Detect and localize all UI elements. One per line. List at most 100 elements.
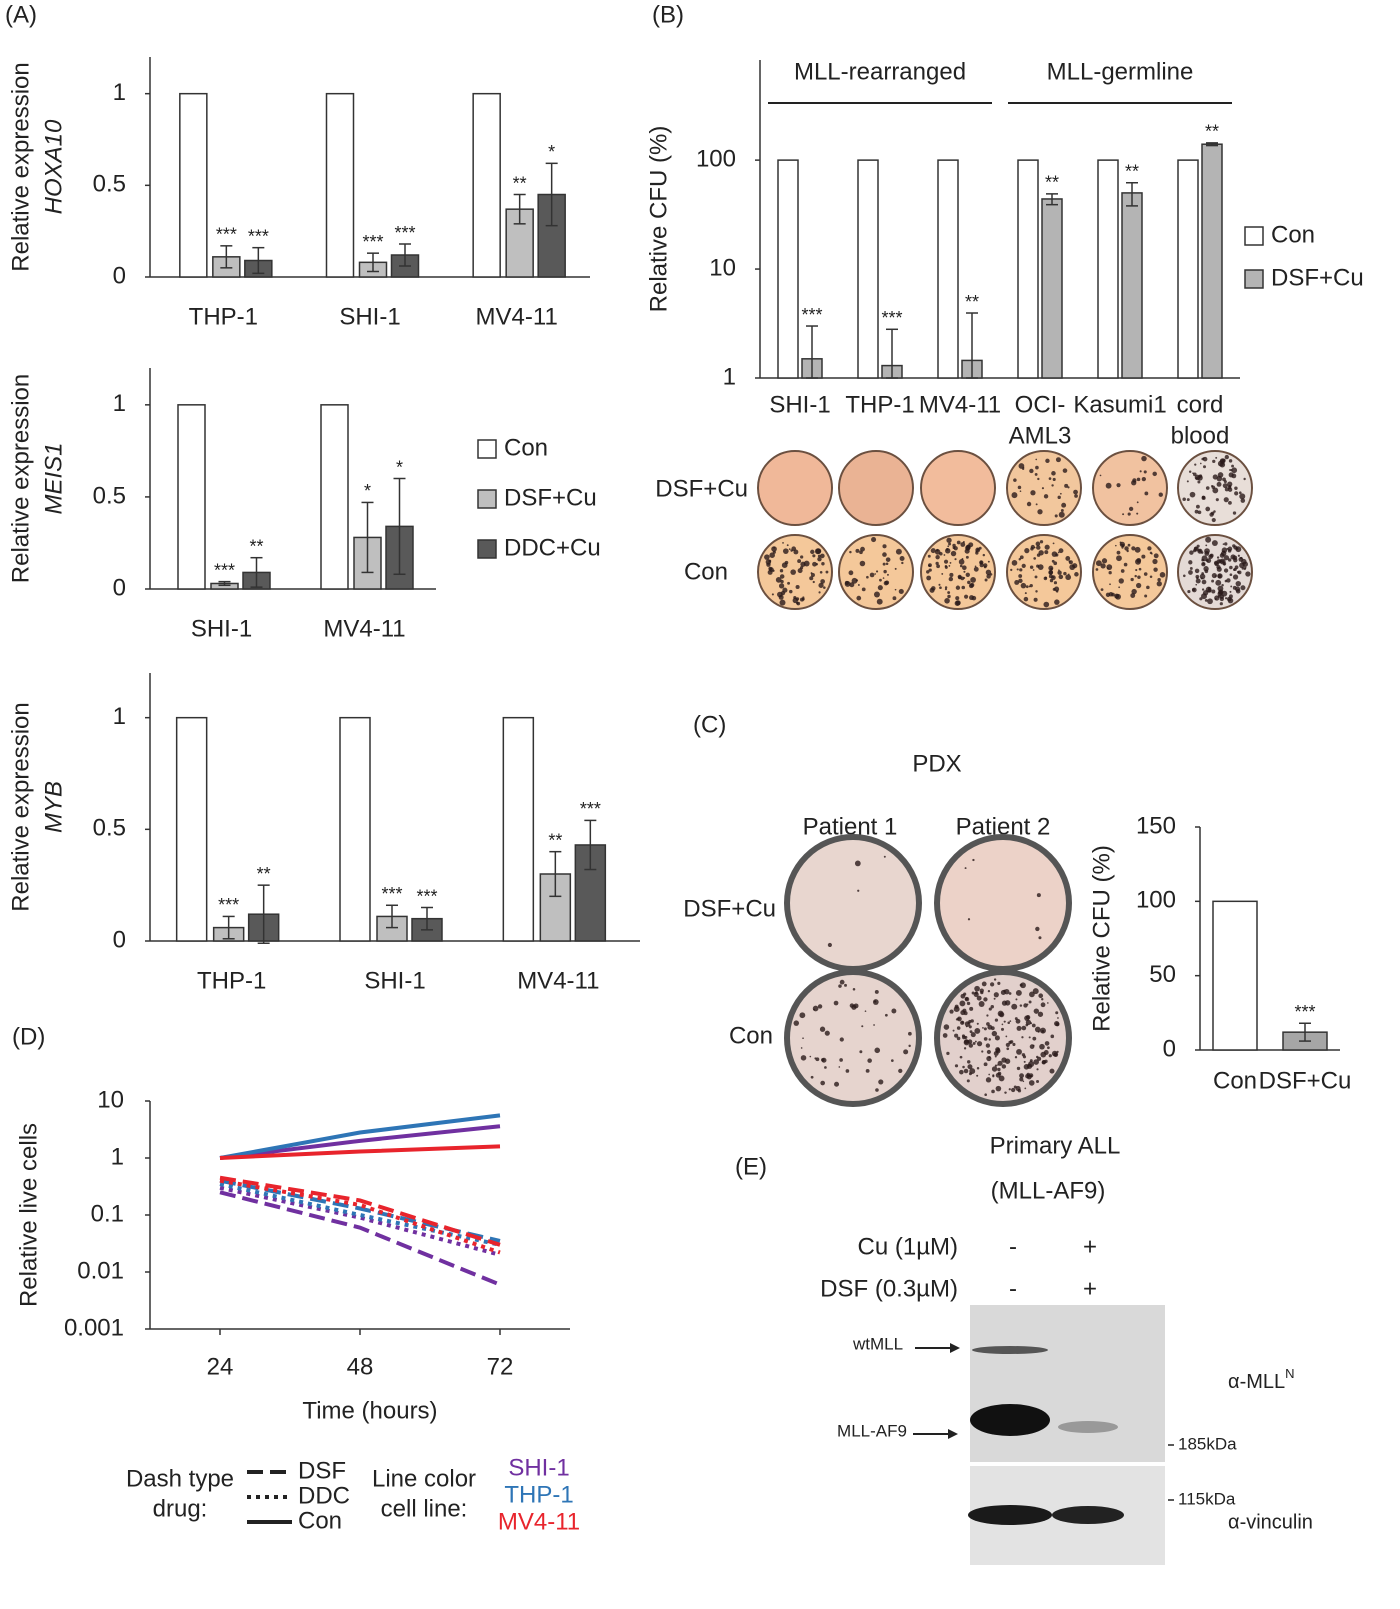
colony (901, 561, 904, 565)
significance: * (364, 481, 371, 501)
dish (784, 834, 922, 972)
colony (1221, 547, 1228, 553)
colony (967, 580, 971, 585)
colony (988, 1073, 991, 1076)
colony (1229, 590, 1232, 593)
colony (959, 1000, 966, 1007)
significance: ** (513, 173, 527, 193)
bar (472, 92, 501, 278)
colony (1013, 1085, 1017, 1089)
colony (959, 564, 963, 568)
colony (983, 1062, 988, 1067)
significance: *** (801, 305, 822, 325)
colony (1189, 567, 1193, 570)
colony (983, 1027, 987, 1031)
colony (860, 546, 865, 552)
colony (1015, 1018, 1021, 1024)
colony (1216, 475, 1223, 482)
colony (982, 553, 986, 557)
colony (1062, 468, 1068, 473)
colony (800, 1055, 807, 1061)
colony (954, 1004, 959, 1009)
colony (992, 1075, 995, 1078)
y-tick-label: 0.5 (93, 482, 126, 509)
legend-label: DDC (298, 1482, 350, 1509)
colony (1122, 513, 1125, 516)
colony (1201, 579, 1207, 585)
colony (1240, 556, 1243, 560)
dish (1092, 450, 1168, 526)
colony (834, 1081, 840, 1087)
colony (926, 575, 932, 581)
colony (856, 595, 862, 601)
colony (884, 580, 890, 585)
colony (963, 570, 966, 573)
group-label: MLL-germline (1047, 58, 1194, 85)
significance: ** (548, 830, 562, 850)
colony (1132, 478, 1137, 483)
colony (895, 548, 902, 555)
colony (809, 576, 814, 581)
colony (1011, 1003, 1018, 1010)
colony (1053, 561, 1058, 566)
colony (1136, 501, 1139, 504)
colony (817, 1004, 823, 1009)
colony (1095, 560, 1102, 567)
colony (1016, 1048, 1022, 1055)
colony (978, 1001, 985, 1007)
row-label: Con (729, 1022, 773, 1049)
colony (1130, 593, 1136, 598)
significance: *** (1294, 1002, 1315, 1022)
colony (997, 981, 1001, 985)
colony (1032, 1044, 1035, 1047)
dish (838, 534, 914, 610)
colony (885, 557, 891, 562)
legend-swatch (1244, 269, 1264, 289)
colony (810, 549, 815, 555)
colony (788, 548, 791, 550)
colony (1195, 504, 1200, 509)
colony (1073, 489, 1078, 495)
row-label: Con (684, 558, 728, 585)
colony (825, 570, 829, 574)
colony (838, 1066, 841, 1068)
colony (1065, 556, 1071, 561)
colony (1024, 592, 1027, 595)
antibody-label: α-vinculin (1228, 1511, 1313, 1533)
colony (1035, 465, 1039, 470)
colony (1202, 457, 1205, 459)
colony (1015, 989, 1022, 996)
band (970, 1404, 1050, 1436)
colony (985, 1043, 991, 1048)
line (219, 1175, 501, 1247)
bar (1212, 900, 1258, 1051)
colony (782, 542, 784, 544)
colony (1032, 569, 1035, 571)
colony (960, 1010, 966, 1016)
x-tick-label: 72 (487, 1353, 514, 1380)
colony (990, 1005, 994, 1009)
colony (855, 579, 859, 582)
y-tick-label: 0 (113, 926, 126, 953)
colony (984, 578, 988, 582)
colony (771, 546, 777, 552)
colony (1123, 562, 1128, 567)
colony (1058, 569, 1060, 571)
colony (958, 559, 965, 565)
colony (969, 582, 975, 588)
colony (1199, 462, 1202, 465)
colony (1240, 498, 1246, 503)
colony (1202, 562, 1206, 566)
colony (884, 1013, 888, 1017)
colony (1219, 602, 1223, 606)
y-tick-label: 1 (723, 363, 736, 390)
colony (1045, 458, 1050, 464)
legend-label: THP-1 (504, 1481, 573, 1508)
colony (1144, 491, 1149, 496)
significance: ** (1125, 161, 1139, 181)
colony (1055, 1022, 1060, 1027)
colony (795, 584, 800, 590)
colony (993, 992, 999, 998)
colony (1143, 572, 1148, 576)
colony (775, 576, 782, 583)
